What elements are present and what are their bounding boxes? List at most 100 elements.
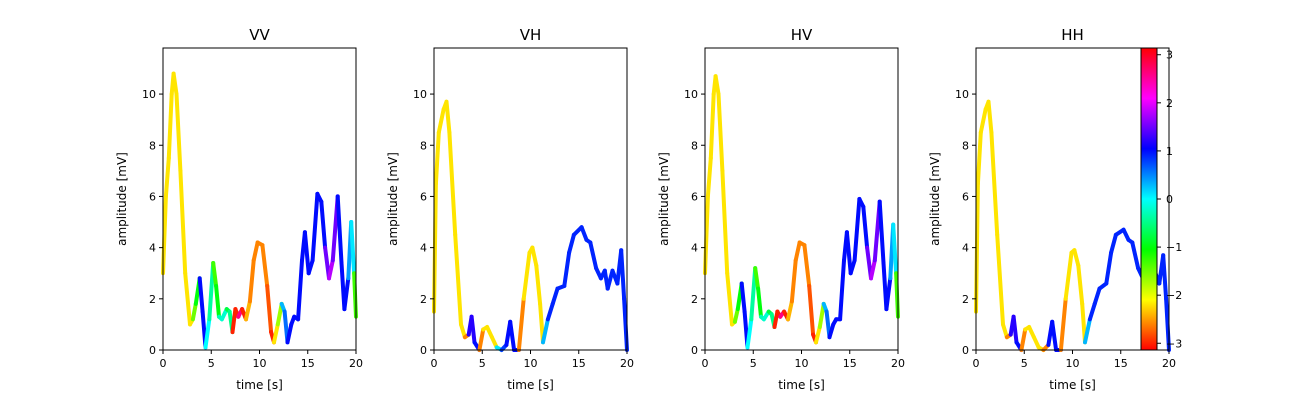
data-segment <box>534 263 543 306</box>
data-segment <box>844 230 853 276</box>
data-segment <box>786 299 794 322</box>
x-tick-label: 5 <box>208 357 215 370</box>
data-segment <box>989 130 1000 237</box>
y-tick-label: 2 <box>420 293 427 306</box>
x-tick-label: 0 <box>702 357 709 370</box>
data-segment <box>251 240 260 263</box>
y-tick-label: 0 <box>149 344 156 357</box>
data-segment <box>197 276 205 314</box>
data-segment <box>444 99 452 135</box>
data-segment <box>508 319 517 352</box>
data-segment <box>244 299 252 322</box>
data-segment <box>310 191 320 263</box>
x-tick-label: 5 <box>750 357 757 370</box>
panel-title: VH <box>520 26 542 44</box>
data-segment <box>260 243 270 288</box>
x-tick-label: 5 <box>1021 357 1028 370</box>
data-segment <box>459 322 467 340</box>
data-segment <box>793 240 802 263</box>
data-segment <box>562 250 572 288</box>
x-tick-label: 10 <box>524 357 538 370</box>
data-segment <box>579 225 589 242</box>
data-segment <box>884 276 893 312</box>
data-segment <box>1019 327 1028 352</box>
x-tick-label: 15 <box>1114 357 1128 370</box>
data-segment <box>302 230 311 276</box>
data-segment <box>272 322 280 345</box>
colorbar-tick-label: 3 <box>1166 49 1173 62</box>
axes-frame <box>433 47 628 351</box>
y-tick-label: 4 <box>691 242 698 255</box>
x-tick-label: 15 <box>301 357 315 370</box>
data-segment <box>342 276 351 312</box>
data-segment <box>814 325 822 345</box>
x-axis-label: time [s] <box>507 378 554 392</box>
colorbar-tick-label: 0 <box>1166 193 1173 206</box>
y-axis-label: amplitude [mV] <box>386 152 400 246</box>
data-segment <box>247 258 256 304</box>
axes-frame <box>975 47 1170 351</box>
data-segment <box>619 248 627 301</box>
data-segment <box>265 284 274 335</box>
data-segment <box>732 307 740 324</box>
data-segment <box>469 314 477 345</box>
data-segment <box>521 250 532 301</box>
data-segment <box>1058 296 1068 352</box>
data-segment <box>171 71 179 97</box>
y-tick-label: 2 <box>691 293 698 306</box>
data-segment <box>211 261 219 288</box>
data-segment <box>745 317 754 350</box>
colorbar-tick-label: −3 <box>1166 337 1182 350</box>
data-segment <box>739 281 747 314</box>
x-axis-label: time [s] <box>236 378 283 392</box>
data-segment <box>1161 253 1169 301</box>
data-segment <box>1130 240 1141 271</box>
x-tick-label: 0 <box>431 357 438 370</box>
data-segment <box>1050 319 1059 352</box>
data-segment <box>716 92 725 173</box>
data-segment <box>174 92 183 173</box>
data-segment <box>720 168 730 276</box>
data-segment <box>725 271 734 327</box>
panel-title: VV <box>249 26 270 44</box>
data-segment <box>166 92 174 161</box>
x-tick-label: 10 <box>795 357 809 370</box>
data-segment <box>1104 250 1114 286</box>
y-tick-label: 4 <box>962 242 969 255</box>
colorbar <box>1140 47 1158 351</box>
x-tick-label: 20 <box>349 357 363 370</box>
data-segment <box>861 204 870 250</box>
y-axis-label: amplitude [mV] <box>115 152 129 246</box>
y-axis-label: amplitude [mV] <box>657 152 671 246</box>
y-tick-label: 8 <box>420 139 427 152</box>
x-tick-label: 0 <box>973 357 980 370</box>
data-segment <box>335 194 344 265</box>
data-segment <box>203 317 212 350</box>
data-segment <box>319 199 328 250</box>
y-tick-label: 10 <box>955 88 969 101</box>
data-segment <box>852 197 862 263</box>
y-tick-label: 2 <box>149 293 156 306</box>
y-tick-label: 0 <box>691 344 698 357</box>
x-tick-label: 15 <box>572 357 586 370</box>
data-segment <box>285 322 294 345</box>
data-segment <box>550 286 560 306</box>
data-segment <box>1083 317 1092 345</box>
data-segment <box>477 327 486 352</box>
data-segment <box>986 99 994 135</box>
data-segment <box>306 258 315 276</box>
y-tick-label: 10 <box>413 88 427 101</box>
y-tick-label: 8 <box>149 139 156 152</box>
panel-title: HH <box>1061 26 1084 44</box>
data-segment <box>190 301 198 322</box>
data-segment <box>1109 232 1118 255</box>
y-tick-label: 4 <box>149 242 156 255</box>
panel-title: HV <box>791 26 813 44</box>
x-tick-label: 5 <box>479 357 486 370</box>
y-tick-label: 8 <box>691 139 698 152</box>
data-segment <box>1063 250 1074 301</box>
data-segment <box>713 74 721 97</box>
data-segment <box>530 245 539 268</box>
colorbar-tick-label: 2 <box>1166 97 1173 110</box>
